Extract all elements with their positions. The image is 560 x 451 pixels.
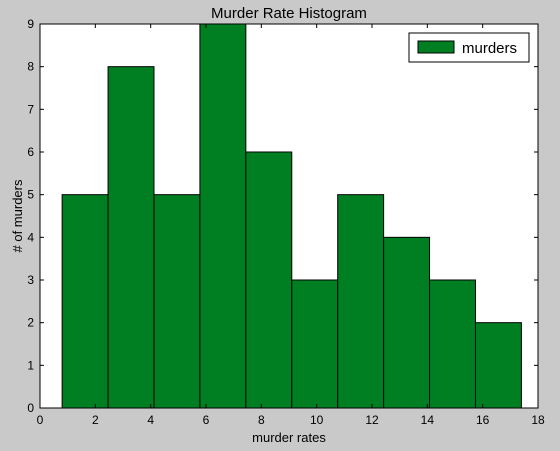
x-axis-title: murder rates — [252, 430, 326, 445]
histogram-bar-3 — [153, 194, 201, 409]
y-tick-label: 6 — [27, 145, 34, 159]
legend: murders — [408, 32, 530, 63]
histogram-bar-6 — [291, 279, 339, 409]
histogram-bar-9 — [429, 279, 476, 409]
x-tick-label: 8 — [258, 413, 265, 427]
x-tick-label: 16 — [476, 413, 490, 427]
legend-label: murders — [462, 40, 517, 57]
x-tick-label: 6 — [203, 413, 210, 427]
chart-title: Murder Rate Histogram — [211, 5, 367, 22]
y-tick-label: 2 — [27, 316, 34, 330]
y-tick-label: 8 — [27, 60, 34, 74]
histogram-bar-10 — [474, 322, 522, 409]
x-tick-label: 14 — [421, 413, 435, 427]
x-tick-label: 4 — [147, 413, 154, 427]
y-tick-label: 0 — [27, 401, 34, 415]
y-tick-label: 7 — [27, 102, 34, 116]
x-tick-label: 12 — [365, 413, 379, 427]
bars-group — [61, 23, 522, 409]
histogram-bar-8 — [383, 236, 431, 409]
histogram-bar-4 — [199, 23, 247, 409]
histogram-bar-5 — [245, 151, 293, 409]
y-tick-label: 4 — [27, 230, 34, 244]
histogram-bar-1 — [61, 194, 109, 409]
histogram-bar-7 — [337, 194, 385, 409]
x-tick-label: 0 — [37, 413, 44, 427]
x-tick-label: 2 — [92, 413, 99, 427]
y-axis-title: # of murders — [10, 179, 25, 252]
x-tick-label: 10 — [310, 413, 324, 427]
y-tick-label: 5 — [27, 188, 34, 202]
x-tick-label: 18 — [531, 413, 545, 427]
plot-frame — [39, 23, 539, 409]
y-tick-label: 1 — [27, 358, 34, 372]
histogram-bar-2 — [107, 66, 155, 409]
y-tick-label: 3 — [27, 273, 34, 287]
y-tick-label: 9 — [27, 17, 34, 31]
legend-swatch — [417, 40, 455, 54]
